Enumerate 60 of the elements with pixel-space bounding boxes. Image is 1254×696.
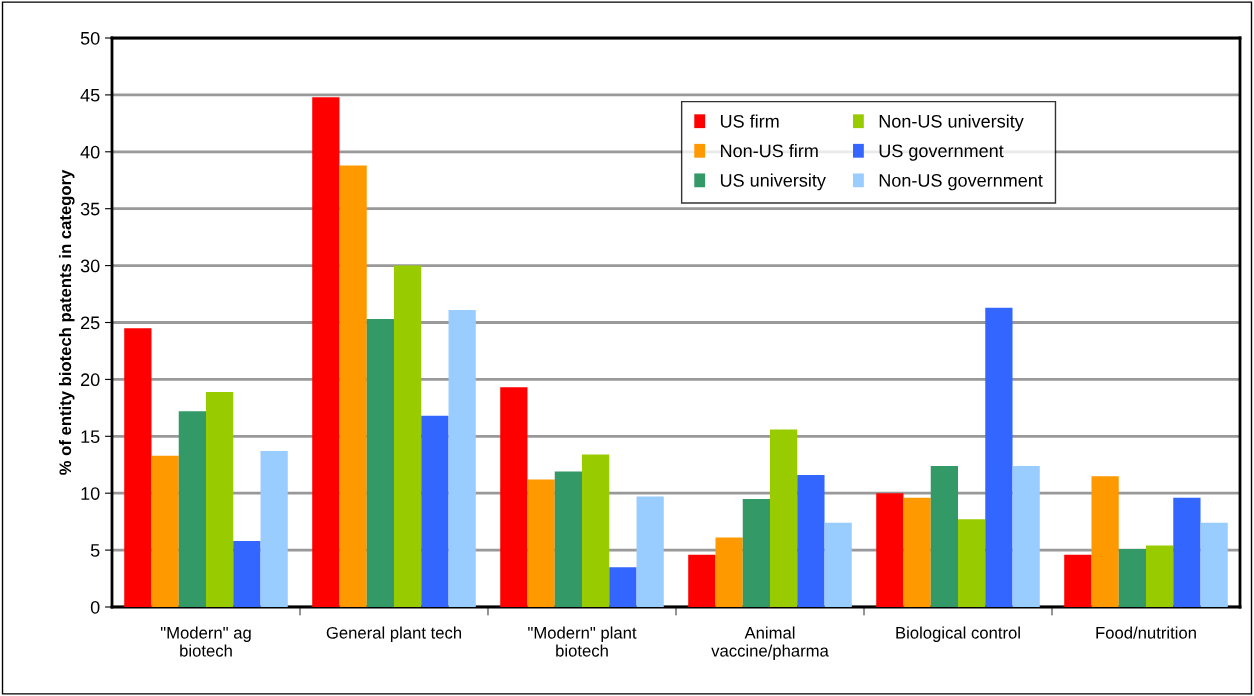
bar (178, 411, 206, 607)
bar (609, 567, 637, 607)
x-tick-label: "Modern" ag biotech (160, 626, 251, 657)
bar (876, 493, 904, 607)
legend-label: Non-US university (879, 114, 1024, 132)
bar (124, 328, 152, 607)
bar (770, 429, 798, 607)
y-tick-label: 35 (80, 202, 100, 216)
x-tick-label: "Modern" plant biotech (528, 626, 637, 657)
y-tick-label: 30 (80, 259, 100, 273)
bar (1173, 497, 1201, 607)
legend-label: Non-US firm (721, 143, 818, 158)
legend-label: US government (879, 144, 1004, 161)
bar (797, 474, 825, 607)
bar (958, 519, 986, 607)
bar (903, 497, 931, 607)
y-tick-label: 10 (81, 487, 100, 500)
bar (688, 554, 716, 607)
bar (636, 496, 664, 607)
y-tick-label: 5 (90, 544, 100, 557)
bar (151, 455, 179, 607)
y-axis-title: % of entity biotech patents in category (58, 169, 75, 475)
bar (582, 454, 610, 607)
y-tick-label: 40 (80, 145, 100, 159)
x-tick-label: General plant tech (326, 626, 462, 642)
y-tick-label: 25 (81, 316, 100, 330)
bar (1118, 548, 1146, 607)
bar (312, 97, 340, 607)
bar (985, 307, 1013, 607)
y-tick-label: 45 (80, 89, 100, 102)
x-tick-label: Biological control (896, 626, 1020, 642)
legend-label: US university (720, 173, 826, 191)
bar (554, 471, 582, 607)
bar (1064, 554, 1092, 607)
bar (260, 451, 288, 607)
x-tick-label: Animal vaccine/pharma (711, 626, 829, 660)
bar (394, 265, 422, 607)
bar (824, 522, 852, 607)
x-tick-label: Food/nutrition (1096, 626, 1196, 639)
bar (527, 479, 555, 607)
bar (715, 537, 743, 607)
bar (1091, 476, 1119, 607)
bar (1146, 545, 1174, 607)
y-tick-label: 20 (81, 373, 100, 387)
bar (930, 465, 958, 607)
bar (366, 319, 394, 607)
bar (448, 309, 476, 607)
legend-label: Non-US government (879, 174, 1043, 191)
bar (206, 391, 234, 607)
bar (500, 387, 528, 607)
y-tick-label: 0 (90, 600, 100, 614)
bar (421, 415, 449, 607)
bar (1200, 522, 1228, 607)
bar (233, 541, 261, 607)
bar (742, 498, 770, 607)
y-tick-label: 15 (81, 430, 100, 444)
bar (1012, 465, 1040, 607)
y-tick-label: 50 (80, 31, 100, 45)
legend-label: US firm (720, 114, 779, 128)
bar (339, 165, 367, 607)
